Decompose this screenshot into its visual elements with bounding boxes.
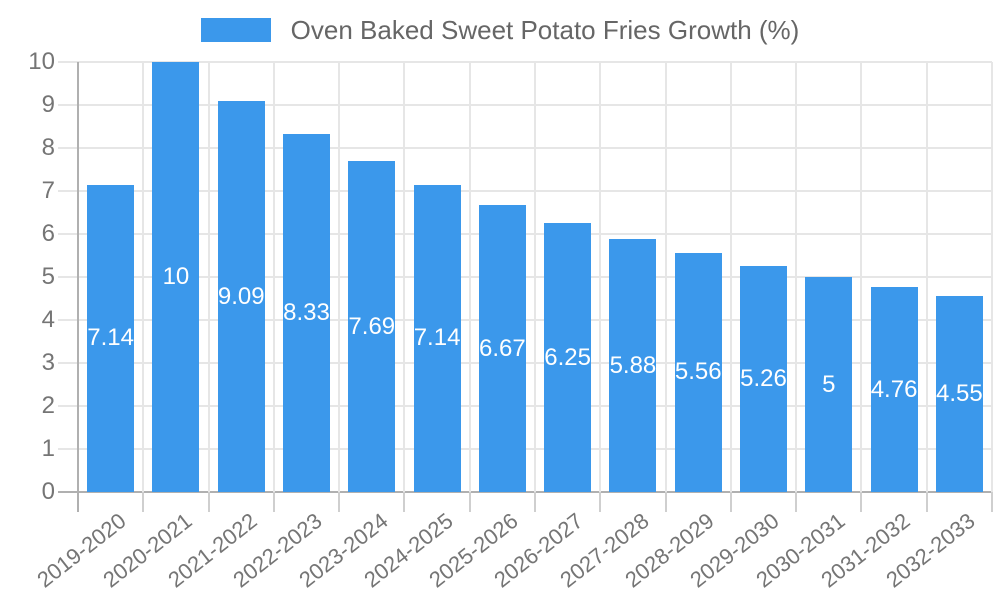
bar-value-label: 6.67 bbox=[478, 334, 526, 362]
x-gridline bbox=[599, 62, 602, 492]
bar-value-label: 6.25 bbox=[544, 343, 591, 371]
bar-value-label: 4.76 bbox=[870, 375, 918, 403]
x-tick bbox=[925, 492, 928, 512]
bar-value-label: 9.09 bbox=[217, 282, 265, 310]
x-tick bbox=[272, 492, 275, 512]
y-gridline bbox=[58, 491, 992, 493]
bar-value-label: 7.14 bbox=[87, 324, 134, 352]
y-tick-label: 8 bbox=[41, 134, 55, 161]
x-gridline bbox=[142, 62, 145, 492]
bar-value-label: 5.88 bbox=[609, 351, 657, 379]
bar bbox=[348, 161, 396, 492]
bar bbox=[870, 287, 918, 492]
legend-swatch-icon bbox=[200, 18, 271, 42]
bar bbox=[217, 101, 265, 492]
y-tick-label: 3 bbox=[41, 349, 55, 376]
bar bbox=[609, 239, 657, 492]
x-tick bbox=[860, 492, 863, 512]
y-tick-label: 1 bbox=[41, 435, 55, 462]
bar bbox=[152, 62, 200, 492]
y-tick-label: 4 bbox=[41, 306, 55, 333]
y-tick-label: 0 bbox=[41, 478, 55, 505]
x-gridline bbox=[664, 62, 667, 492]
bar-value-label: 5.56 bbox=[674, 358, 722, 386]
bar-value-label: 5.26 bbox=[740, 364, 787, 392]
y-tick-label: 7 bbox=[41, 177, 55, 204]
y-tick-label: 2 bbox=[41, 392, 55, 419]
x-tick bbox=[468, 492, 471, 512]
bar-value-label: 7.69 bbox=[348, 312, 396, 340]
x-tick bbox=[403, 492, 406, 512]
x-tick bbox=[534, 492, 536, 512]
x-tick bbox=[142, 492, 145, 512]
y-tick-label: 10 bbox=[28, 48, 55, 75]
x-gridline bbox=[207, 62, 210, 492]
y-gridline bbox=[58, 147, 992, 149]
bar bbox=[87, 184, 135, 492]
y-gridline bbox=[58, 61, 992, 63]
x-gridline bbox=[991, 62, 993, 492]
bar bbox=[805, 277, 853, 492]
bar bbox=[478, 205, 526, 492]
bar-value-label: 10 bbox=[162, 263, 190, 290]
x-gridline bbox=[795, 62, 798, 492]
x-gridline bbox=[403, 62, 406, 492]
x-tick bbox=[664, 492, 667, 512]
x-tick bbox=[599, 492, 602, 512]
x-gridline bbox=[534, 62, 536, 492]
y-tick-label: 5 bbox=[41, 263, 55, 290]
chart-legend[interactable]: Oven Baked Sweet Potato Fries Growth (%) bbox=[0, 14, 1000, 46]
bar bbox=[413, 184, 461, 492]
bar bbox=[935, 296, 983, 492]
x-gridline bbox=[338, 62, 341, 492]
y-tick-label: 6 bbox=[41, 220, 55, 247]
y-axis-line bbox=[77, 62, 79, 512]
y-gridline bbox=[58, 190, 992, 192]
x-tick bbox=[338, 492, 341, 512]
bar-value-label: 4.55 bbox=[935, 380, 983, 408]
x-tick bbox=[991, 492, 993, 512]
x-gridline bbox=[860, 62, 863, 492]
bar bbox=[544, 223, 592, 492]
bar-value-label: 7.14 bbox=[413, 324, 461, 352]
y-gridline bbox=[58, 104, 992, 106]
x-gridline bbox=[272, 62, 275, 492]
x-gridline bbox=[729, 62, 732, 492]
x-tick bbox=[729, 492, 732, 512]
y-tick-label: 9 bbox=[41, 91, 55, 118]
x-tick bbox=[207, 492, 210, 512]
bar bbox=[674, 252, 722, 492]
bar bbox=[283, 133, 330, 492]
bar bbox=[740, 265, 787, 492]
x-tick bbox=[795, 492, 798, 512]
bar-value-label: 5 bbox=[822, 370, 836, 398]
legend-label: Oven Baked Sweet Potato Fries Growth (%) bbox=[290, 14, 800, 45]
x-gridline bbox=[925, 62, 928, 492]
x-gridline bbox=[468, 62, 471, 492]
bar-value-label: 8.33 bbox=[283, 298, 330, 326]
